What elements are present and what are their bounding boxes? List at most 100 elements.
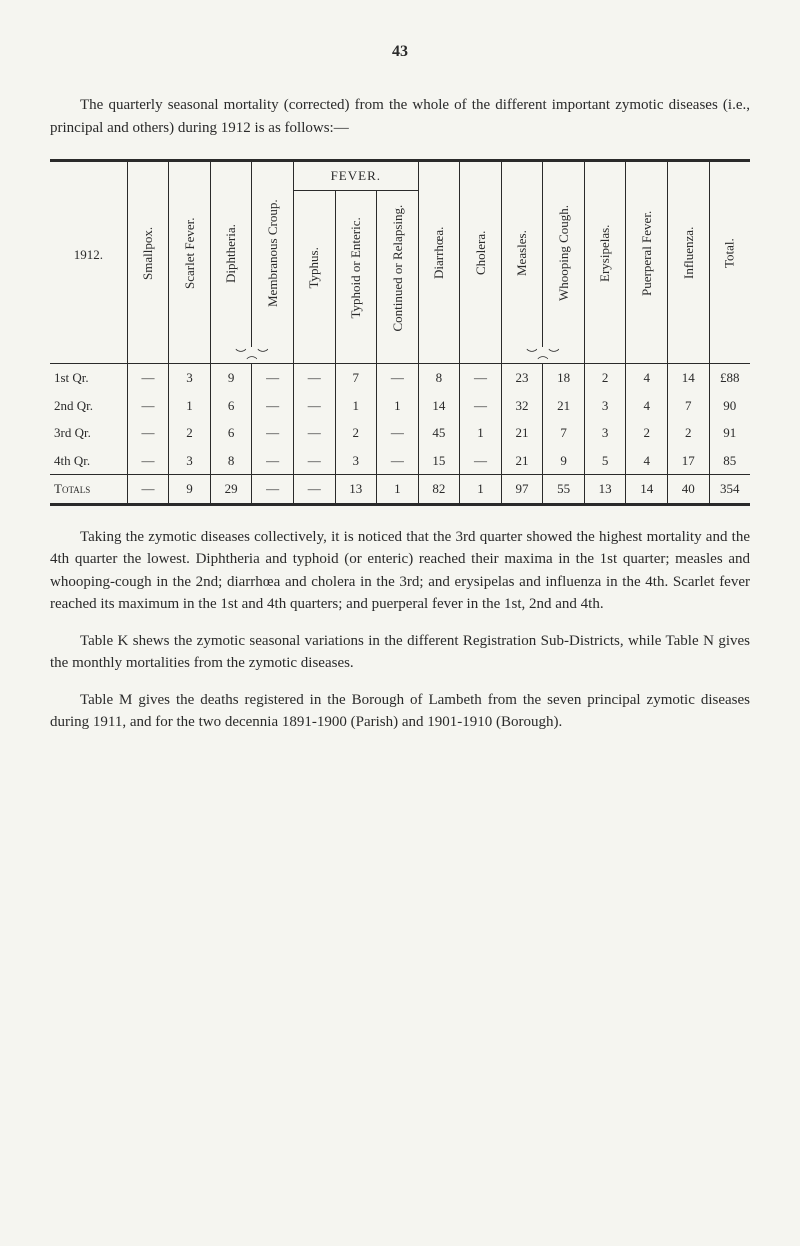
cell: 6 (210, 419, 252, 447)
cell: 3 (584, 392, 626, 420)
brace-right: ︶︵︶ (501, 347, 584, 364)
cell: — (293, 392, 335, 420)
cell: 9 (210, 364, 252, 392)
cell: — (377, 447, 419, 475)
totals-row: Totals — 9 29 — — 13 1 82 1 97 55 13 14 … (50, 475, 750, 505)
cell: 7 (668, 392, 710, 420)
table-row: 2nd Qr. — 1 6 — — 1 1 14 — 32 21 3 4 7 9… (50, 392, 750, 420)
cell: 14 (418, 392, 460, 420)
cell: 1 (377, 475, 419, 505)
col-influenza: Influenza. (668, 161, 710, 347)
cell: 3 (584, 419, 626, 447)
cell: 15 (418, 447, 460, 475)
cell: £88 (709, 364, 750, 392)
cell: — (252, 447, 294, 475)
cell: 40 (668, 475, 710, 505)
paragraph-3: Table M gives the deaths registered in t… (50, 689, 750, 734)
cell: — (127, 447, 169, 475)
cell: 18 (543, 364, 585, 392)
mortality-table: 1912. Smallpox. Scarlet Fever. Diphtheri… (50, 159, 750, 506)
cell: — (293, 419, 335, 447)
cell: — (293, 475, 335, 505)
row-label: 3rd Qr. (50, 419, 127, 447)
cell: — (127, 392, 169, 420)
cell: 3 (335, 447, 377, 475)
col-whooping: Whooping Cough. (543, 161, 585, 347)
cell: — (293, 447, 335, 475)
cell: 21 (543, 392, 585, 420)
col-diphtheria: Diphtheria. (210, 161, 252, 347)
cell: 14 (626, 475, 668, 505)
col-cholera: Cholera. (460, 161, 502, 347)
cell: 91 (709, 419, 750, 447)
cell: — (460, 447, 502, 475)
cell: 9 (169, 475, 211, 505)
cell: 90 (709, 392, 750, 420)
cell: — (377, 419, 419, 447)
cell: 21 (501, 447, 543, 475)
col-smallpox: Smallpox. (127, 161, 169, 347)
page-number: 43 (50, 40, 750, 64)
table-row: 3rd Qr. — 2 6 — — 2 — 45 1 21 7 3 2 2 91 (50, 419, 750, 447)
cell: — (460, 392, 502, 420)
cell: 3 (169, 447, 211, 475)
col-continued: Continued or Relapsing. (377, 190, 419, 347)
cell: — (252, 392, 294, 420)
paragraph-1: Taking the zymotic diseases collectively… (50, 526, 750, 616)
row-label: 2nd Qr. (50, 392, 127, 420)
cell: 29 (210, 475, 252, 505)
cell: 23 (501, 364, 543, 392)
cell: 45 (418, 419, 460, 447)
col-diarrhoea: Diarrhœa. (418, 161, 460, 347)
cell: 9 (543, 447, 585, 475)
col-scarlet: Scarlet Fever. (169, 161, 211, 347)
cell: — (127, 364, 169, 392)
cell: 13 (584, 475, 626, 505)
table-row: 4th Qr. — 3 8 — — 3 — 15 — 21 9 5 4 17 8… (50, 447, 750, 475)
cell: 17 (668, 447, 710, 475)
cell: 2 (626, 419, 668, 447)
cell: 1 (377, 392, 419, 420)
cell: 14 (668, 364, 710, 392)
col-fever-group: FEVER. (293, 161, 418, 191)
cell: 354 (709, 475, 750, 505)
cell: 8 (210, 447, 252, 475)
cell: 7 (543, 419, 585, 447)
col-typhoid: Typhoid or Enteric. (335, 190, 377, 347)
cell: — (252, 475, 294, 505)
cell: 1 (460, 475, 502, 505)
cell: 55 (543, 475, 585, 505)
cell: — (293, 364, 335, 392)
row-label: 1st Qr. (50, 364, 127, 392)
intro-paragraph: The quarterly seasonal mortality (correc… (50, 94, 750, 139)
col-total: Total. (709, 161, 750, 347)
cell: — (377, 364, 419, 392)
cell: 7 (335, 364, 377, 392)
cell: 97 (501, 475, 543, 505)
cell: 1 (335, 392, 377, 420)
cell: 3 (169, 364, 211, 392)
row-label: 4th Qr. (50, 447, 127, 475)
cell: 2 (169, 419, 211, 447)
cell: — (252, 364, 294, 392)
totals-label: Totals (50, 475, 127, 505)
cell: — (252, 419, 294, 447)
cell: 4 (626, 392, 668, 420)
cell: 85 (709, 447, 750, 475)
table-row: 1st Qr. — 3 9 — — 7 — 8 — 23 18 2 4 14 £… (50, 364, 750, 392)
cell: 6 (210, 392, 252, 420)
cell: — (460, 364, 502, 392)
paragraph-2: Table K shews the zymotic seasonal varia… (50, 630, 750, 675)
cell: 4 (626, 364, 668, 392)
cell: 2 (335, 419, 377, 447)
cell: 1 (169, 392, 211, 420)
cell: 2 (584, 364, 626, 392)
cell: 2 (668, 419, 710, 447)
cell: 32 (501, 392, 543, 420)
cell: 21 (501, 419, 543, 447)
brace-left: ︶︵︶ (210, 347, 293, 364)
col-typhus: Typhus. (293, 190, 335, 347)
col-puerperal: Puerperal Fever. (626, 161, 668, 347)
cell: 4 (626, 447, 668, 475)
cell: — (127, 419, 169, 447)
